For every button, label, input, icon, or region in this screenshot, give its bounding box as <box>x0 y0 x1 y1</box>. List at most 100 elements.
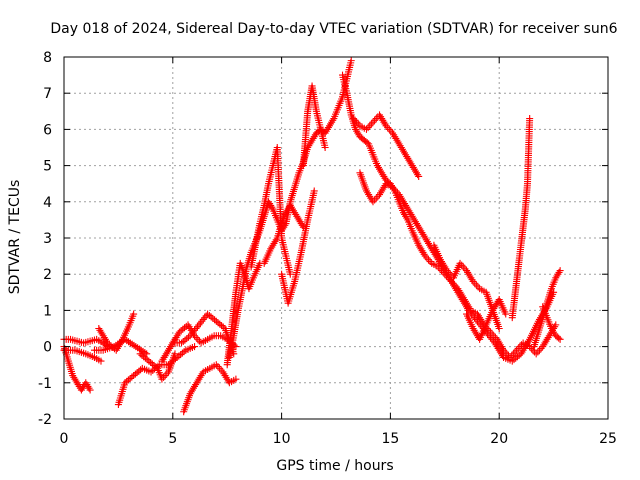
data-point <box>123 377 131 385</box>
data-point <box>510 356 518 364</box>
data-point <box>526 115 534 123</box>
data-point <box>211 316 219 324</box>
data-point <box>535 346 543 354</box>
data-point <box>472 281 480 289</box>
data-point <box>212 317 220 325</box>
data-point <box>214 319 222 327</box>
data-point <box>152 363 160 371</box>
data-point <box>179 325 187 333</box>
series-arc-g <box>136 350 179 383</box>
series-arc-j <box>180 361 240 416</box>
data-point <box>126 374 134 382</box>
x-tick-label: 10 <box>273 431 291 447</box>
data-point <box>372 194 380 202</box>
data-point <box>177 351 185 359</box>
data-point <box>97 357 105 365</box>
data-point <box>552 321 560 329</box>
data-point <box>385 125 393 133</box>
data-point <box>177 327 185 335</box>
data-point <box>130 372 138 380</box>
series-arc-v <box>508 115 534 322</box>
data-point <box>214 363 222 371</box>
data-point <box>207 313 215 321</box>
data-point <box>121 379 129 387</box>
data-point <box>136 350 144 358</box>
data-point <box>178 339 186 347</box>
data-point <box>204 310 212 318</box>
data-point <box>147 359 155 367</box>
data-point <box>124 376 132 384</box>
data-point <box>191 343 199 351</box>
data-point <box>495 325 503 332</box>
grid-lines <box>64 57 608 419</box>
series-arc-r <box>349 111 423 180</box>
data-point <box>426 258 434 266</box>
data-point <box>555 334 563 342</box>
data-point <box>367 120 375 128</box>
data-point <box>321 144 329 151</box>
series-arc-x <box>539 303 564 343</box>
data-point <box>86 386 94 394</box>
data-point <box>534 348 542 356</box>
y-tick-label: 2 <box>43 267 52 283</box>
y-tick-label: 1 <box>43 303 52 319</box>
data-point <box>130 310 138 318</box>
axis-ticks <box>63 56 609 420</box>
y-axis-label: SDTVAR / TECUs <box>7 180 23 295</box>
y-tick-labels: -2 -1 0 1 2 3 4 5 6 7 8 <box>38 50 52 428</box>
data-point <box>128 373 136 381</box>
data-point <box>205 311 213 319</box>
data-point <box>459 263 467 271</box>
data-point <box>508 357 516 365</box>
data-point <box>218 322 226 330</box>
y-tick-label: 7 <box>43 86 52 102</box>
data-point <box>310 187 318 195</box>
y-tick-label: -1 <box>38 376 52 392</box>
y-tick-label: 8 <box>43 50 52 66</box>
data-point <box>424 256 432 264</box>
data-point <box>178 349 186 357</box>
data-point <box>415 172 423 180</box>
data-point <box>556 335 564 343</box>
data-point <box>135 367 143 375</box>
x-tick-label: 15 <box>381 431 399 447</box>
data-point <box>147 368 155 376</box>
series-arc-q <box>339 71 560 361</box>
data-point <box>216 320 224 328</box>
data-point <box>232 375 240 383</box>
series-arc-p <box>299 82 329 170</box>
y-tick-label: 3 <box>43 231 52 247</box>
data-point <box>371 116 379 124</box>
data-point <box>502 310 510 318</box>
x-tick-label: 20 <box>490 431 508 447</box>
data-point <box>145 357 153 365</box>
data-point <box>140 353 148 361</box>
data-point <box>133 369 141 377</box>
y-tick-label: 6 <box>43 122 52 138</box>
y-tick-label: 0 <box>43 340 52 356</box>
data-point <box>181 324 189 332</box>
y-tick-label: -2 <box>38 412 52 428</box>
data-point <box>195 337 203 345</box>
data-point <box>184 333 192 341</box>
series-arc-n <box>260 201 307 267</box>
series-arc-u <box>463 296 510 343</box>
data-point <box>143 356 151 364</box>
data-point <box>347 57 355 65</box>
data-point <box>148 360 156 368</box>
data-point <box>532 350 540 358</box>
series-arc-w <box>530 267 564 351</box>
series-arc-e <box>90 335 151 358</box>
data-point <box>364 124 372 132</box>
data-point <box>183 335 191 343</box>
x-tick-label: 25 <box>599 431 617 447</box>
data-point <box>181 336 189 344</box>
x-axis-label: GPS time / hours <box>276 458 393 474</box>
data-markers <box>60 57 564 416</box>
series-arc-o <box>278 187 318 307</box>
series-arc-f <box>114 343 199 409</box>
data-point <box>131 370 139 378</box>
y-tick-label: 5 <box>43 159 52 175</box>
data-point <box>175 328 183 336</box>
